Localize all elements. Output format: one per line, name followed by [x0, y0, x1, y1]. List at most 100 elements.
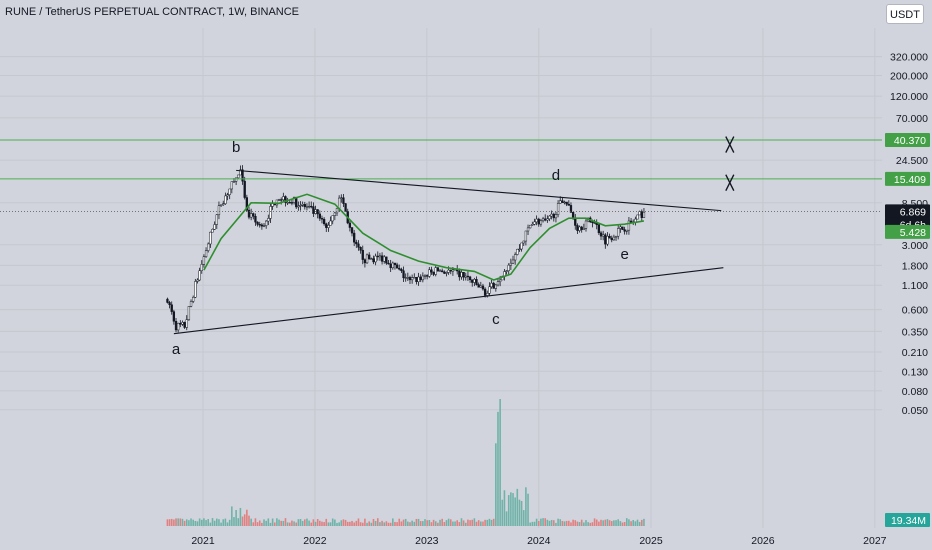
- volume-bar: [323, 522, 325, 526]
- candle-body: [183, 322, 186, 328]
- volume-bar: [177, 518, 179, 526]
- volume-bar: [488, 518, 491, 526]
- volume-bar: [353, 522, 355, 526]
- candle: [619, 225, 622, 233]
- candle-body: [207, 243, 210, 251]
- candle-body: [490, 282, 493, 288]
- candle: [372, 255, 375, 265]
- volume-bar: [595, 519, 598, 526]
- volume-bar: [477, 520, 480, 526]
- x-mark[interactable]: [725, 174, 735, 191]
- volume-bar: [475, 521, 478, 526]
- volume-bar: [213, 520, 216, 526]
- volume-bar: [374, 521, 377, 526]
- candle-body: [483, 288, 487, 296]
- candle: [187, 306, 191, 321]
- price-tick-label: 1.100: [902, 280, 928, 292]
- candle-body: [170, 304, 173, 312]
- current-price-badge-bg: [885, 204, 930, 219]
- candle-body: [462, 272, 465, 278]
- volume-bar: [263, 519, 265, 526]
- volume-bar: [411, 520, 413, 526]
- volume-bar: [464, 522, 467, 526]
- trendline[interactable]: [236, 169, 722, 212]
- candle-body: [187, 306, 191, 320]
- volume-bar: [589, 522, 592, 526]
- candle-body: [265, 220, 268, 226]
- candle-body: [460, 272, 463, 278]
- candle: [468, 275, 472, 283]
- candle: [181, 320, 184, 326]
- volume-bar: [409, 522, 411, 526]
- volume-bar: [537, 520, 540, 526]
- candle-body: [387, 262, 390, 265]
- candle-body: [410, 277, 414, 281]
- candle: [458, 268, 461, 281]
- candle: [419, 274, 422, 283]
- candle: [297, 201, 300, 211]
- volume-bar: [638, 521, 641, 526]
- candle-body: [509, 262, 513, 266]
- candle: [211, 228, 214, 233]
- candle: [318, 210, 321, 221]
- candle: [567, 200, 570, 206]
- volume-bar: [173, 519, 175, 526]
- candle: [602, 230, 605, 241]
- volume-bar: [306, 518, 308, 526]
- candle-body: [565, 201, 568, 205]
- candle: [387, 260, 390, 265]
- volume-bar: [243, 514, 246, 526]
- volume-bar: [557, 518, 559, 526]
- candle: [445, 271, 448, 277]
- trendline[interactable]: [173, 267, 724, 335]
- moving-average-line[interactable]: [203, 193, 645, 281]
- volume-bar: [297, 519, 300, 526]
- candle: [492, 281, 495, 289]
- volume-bar: [235, 510, 237, 526]
- x-mark[interactable]: [725, 136, 735, 153]
- time-tick-label: 2025: [639, 535, 663, 547]
- candle-body: [531, 224, 534, 226]
- volume-bar: [211, 518, 214, 526]
- candle: [179, 320, 182, 328]
- candle-body: [576, 225, 579, 231]
- candle: [383, 254, 386, 264]
- volume-bar: [454, 521, 456, 526]
- time-axis: 2021 2022 2023 2024 2025 2026 2027: [191, 535, 886, 547]
- volume-bar: [484, 519, 486, 526]
- volume-bars: [166, 399, 645, 526]
- volume-bar: [185, 519, 188, 526]
- candle-body: [640, 211, 643, 218]
- candle-body: [529, 224, 532, 229]
- candle: [185, 315, 188, 331]
- volume-bar: [385, 521, 388, 526]
- candle-body: [185, 319, 188, 328]
- volume-bar: [233, 517, 235, 526]
- level-badge-bg: [885, 133, 930, 147]
- candle-body: [438, 270, 442, 272]
- currency-button[interactable]: USDT: [886, 4, 924, 24]
- volume-bar: [563, 521, 566, 526]
- candle: [389, 259, 392, 272]
- candle-body: [237, 174, 240, 179]
- candle-body: [563, 201, 566, 204]
- candle-body: [593, 222, 596, 224]
- volume-bar: [565, 520, 568, 526]
- candle: [322, 217, 326, 226]
- candle: [610, 235, 613, 243]
- candle: [466, 271, 470, 281]
- time-tick-label: 2023: [415, 535, 439, 547]
- candle-body: [350, 227, 354, 234]
- candle-body: [284, 196, 287, 203]
- candle-body: [556, 203, 560, 215]
- candle: [363, 258, 367, 268]
- volume-bar: [170, 518, 173, 526]
- volume-bar: [179, 518, 182, 526]
- candle: [198, 267, 201, 282]
- volume-bar: [535, 518, 538, 526]
- candle: [464, 272, 467, 281]
- candle: [365, 253, 369, 264]
- candle: [417, 272, 420, 286]
- volume-bar: [608, 520, 611, 526]
